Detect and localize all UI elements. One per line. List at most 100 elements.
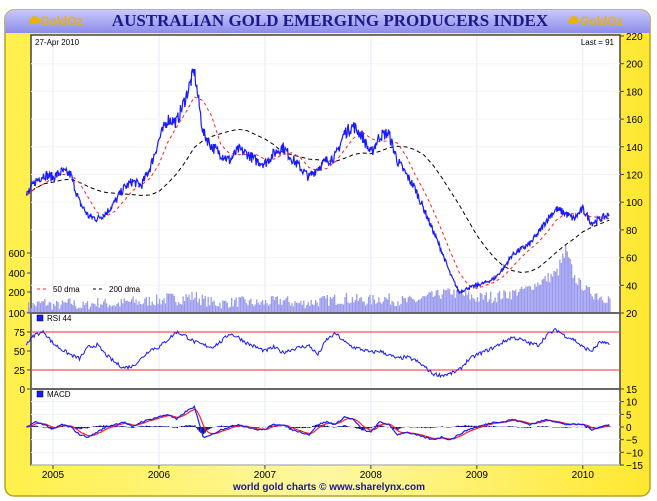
macd-histogram-bar xyxy=(289,427,292,429)
macd-histogram-bar xyxy=(441,426,443,427)
macd-histogram-bar xyxy=(270,425,273,427)
volume-bar xyxy=(587,286,589,313)
macd-histogram-bar xyxy=(194,425,196,427)
volume-bar xyxy=(522,289,524,313)
volume-bar xyxy=(584,289,586,313)
macd-histogram-bar xyxy=(523,427,526,428)
volume-bar xyxy=(438,295,440,313)
volume-bar xyxy=(41,301,43,313)
macd-histogram-bar xyxy=(139,426,142,427)
macd-histogram-bar xyxy=(359,427,361,429)
volume-bar xyxy=(101,304,103,313)
volume-bar xyxy=(228,307,230,313)
volume-bar xyxy=(431,291,433,313)
macd-histogram-bar xyxy=(303,427,305,429)
macd-histogram-bar xyxy=(100,425,102,427)
volume-bar xyxy=(475,301,477,313)
macd-histogram-bar xyxy=(420,427,423,428)
macd-histogram-bar xyxy=(342,425,345,427)
volume-bar xyxy=(220,308,223,313)
volume-bar xyxy=(457,290,459,313)
volume-bar xyxy=(160,304,162,313)
rsi-tick-label: 50 xyxy=(14,347,26,358)
volume-bar xyxy=(132,296,134,313)
volume-bar xyxy=(123,298,125,313)
macd-histogram-bar xyxy=(556,427,558,428)
volume-bar xyxy=(241,296,243,313)
volume-bar xyxy=(503,290,505,313)
volume-bar xyxy=(178,302,180,313)
macd-histogram-bar xyxy=(485,425,487,427)
volume-bar xyxy=(591,296,593,313)
macd-histogram-bar xyxy=(429,427,432,429)
macd-histogram-bar xyxy=(332,427,334,428)
volume-bar xyxy=(107,307,109,313)
macd-histogram-bar xyxy=(379,424,381,427)
volume-bar xyxy=(50,302,52,313)
volume-bar xyxy=(238,297,240,313)
volume-bar xyxy=(432,297,434,313)
macd-histogram-bar xyxy=(473,425,476,427)
macd-histogram-bar xyxy=(470,425,473,427)
volume-bar xyxy=(206,306,208,313)
volume-bar xyxy=(86,301,89,313)
volume-bar xyxy=(173,295,175,313)
macd-histogram-bar xyxy=(238,426,240,427)
macd-histogram-bar xyxy=(529,427,532,429)
volume-bar xyxy=(529,286,532,313)
volume-bar xyxy=(535,286,537,313)
volume-bar xyxy=(80,308,83,313)
macd-histogram-bar xyxy=(94,426,96,427)
x-tick-label: 2008 xyxy=(360,470,383,481)
macd-histogram-bar xyxy=(518,427,520,428)
macd-histogram-bar xyxy=(85,427,87,429)
volume-bar xyxy=(485,292,487,313)
volume-bar xyxy=(415,302,417,313)
volume-bar xyxy=(188,294,190,313)
volume-bar xyxy=(204,295,206,313)
macd-histogram-bar xyxy=(338,425,340,427)
macd-histogram-bar xyxy=(30,425,33,427)
volume-bar xyxy=(332,297,334,313)
macd-histogram-bar xyxy=(345,425,348,427)
rsi-label: RSI 44 xyxy=(47,314,72,323)
macd-histogram-bar xyxy=(543,426,545,427)
volume-bar xyxy=(569,258,571,313)
volume-bar xyxy=(373,299,376,313)
volume-bar xyxy=(142,303,145,313)
volume-bar xyxy=(120,298,122,313)
volume-bar xyxy=(275,297,277,313)
chart-title: AUSTRALIAN GOLD EMERGING PRODUCERS INDEX xyxy=(112,11,549,30)
macd-tick-label: 5 xyxy=(626,410,632,421)
volume-bar xyxy=(417,299,420,313)
macd-histogram-bar xyxy=(191,425,193,427)
volume-bar xyxy=(183,301,186,313)
macd-histogram-bar xyxy=(150,426,152,427)
macd-histogram-bar xyxy=(183,425,186,427)
volume-bar xyxy=(571,264,573,313)
macd-histogram-bar xyxy=(82,427,84,429)
volume-bar xyxy=(590,293,592,313)
volume-bar xyxy=(189,300,192,313)
volume-bar xyxy=(342,304,345,313)
volume-bar xyxy=(460,291,462,313)
volume-bar xyxy=(161,300,164,313)
macd-histogram-bar xyxy=(423,427,426,428)
x-tick-label: 2009 xyxy=(466,470,489,481)
y-tick-label: 160 xyxy=(626,115,643,126)
volume-bar xyxy=(175,301,177,313)
volume-bar xyxy=(198,298,200,313)
rsi-line xyxy=(26,327,610,379)
volume-bar xyxy=(29,308,31,313)
y-tick-label: 140 xyxy=(626,143,643,154)
volume-bar xyxy=(125,300,127,313)
logo-left: GoldOz xyxy=(29,14,83,28)
volume-bar xyxy=(545,281,548,313)
volume-bar xyxy=(309,305,311,313)
y-tick-label: 180 xyxy=(626,87,643,98)
macd-histogram-bar xyxy=(104,425,106,427)
volume-bar xyxy=(473,298,476,313)
volume-bar xyxy=(182,296,184,313)
volume-bar xyxy=(469,299,471,313)
macd-histogram-bar xyxy=(197,427,199,430)
